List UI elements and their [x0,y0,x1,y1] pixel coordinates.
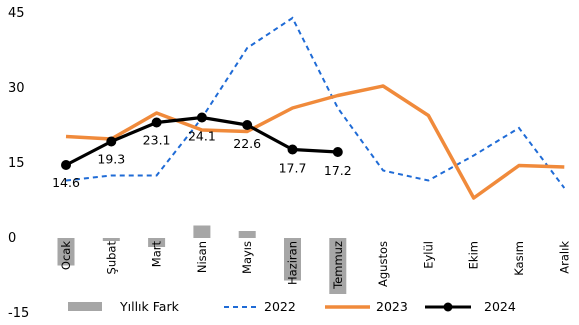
legend-marker-2024 [443,302,453,312]
legend-label-2022: 2022 [264,299,296,314]
legend-swatch-yillik-fark [68,302,102,311]
y-tick-label: 15 [8,156,25,171]
y-tick-label: 30 [8,81,25,96]
data-label-2024: 19.3 [97,152,125,167]
point-2024 [242,120,253,130]
bar-yillik-fark [57,238,75,266]
bar-yillik-fark [102,238,120,241]
point-2024 [106,136,117,147]
x-tick-label: Mayıs [240,241,254,274]
bar-yillik-fark [148,238,166,247]
data-label-2024: 17.2 [324,163,352,178]
y-tick-label: 45 [8,6,25,21]
lines-layer [61,16,566,200]
series-line-2023 [65,84,565,200]
data-label-2024: 24.1 [188,129,216,144]
legend-label-2024: 2024 [484,299,516,314]
point-2024 [196,112,207,123]
point-2024 [61,160,71,170]
y-tick-label: 0 [8,231,16,246]
series-line-2022 [65,16,566,189]
bar-yillik-fark [284,238,301,281]
legend-label-2023: 2023 [376,299,408,314]
x-tick-label: Kasım [512,241,526,276]
x-tick-label: Agustos [376,241,390,287]
axis-layer: -15 0 15 30 45 Ocak Şubat Mart Nisan Mayıs Haziran… [8,6,571,321]
point-2024 [332,147,343,157]
legend: Yıllık Fark 2022 2023 2024 [68,299,516,314]
point-2024 [151,117,162,128]
bar-yillik-fark [193,225,211,238]
bar-yillik-fark [238,231,256,238]
labels-layer: 14.6 19.3 23.1 24.1 22.6 17.7 17.2 [52,129,352,191]
x-tick-label: Ekim [467,241,481,269]
data-label-2024: 17.7 [279,161,307,176]
x-tick-label: Şubat [104,241,118,275]
data-label-2024: 23.1 [143,133,171,148]
data-label-2024: 22.6 [233,136,261,151]
x-tick-label: Nisan [195,241,209,273]
x-tick-label: Haziran [286,241,300,285]
x-tick-label: Eylül [421,241,435,269]
bar-yillik-fark [329,238,347,294]
data-label-2024: 14.6 [52,175,80,190]
point-2024 [287,144,298,155]
y-tick-label: -15 [8,306,29,321]
x-tick-label: Temmuz [331,241,345,290]
bars-layer [57,225,347,294]
x-tick-label: Aralık [557,241,571,274]
x-tick-label: Mart [150,241,164,268]
legend-label-yillik-fark: Yıllık Fark [119,299,180,314]
x-tick-label: Ocak [59,241,73,270]
